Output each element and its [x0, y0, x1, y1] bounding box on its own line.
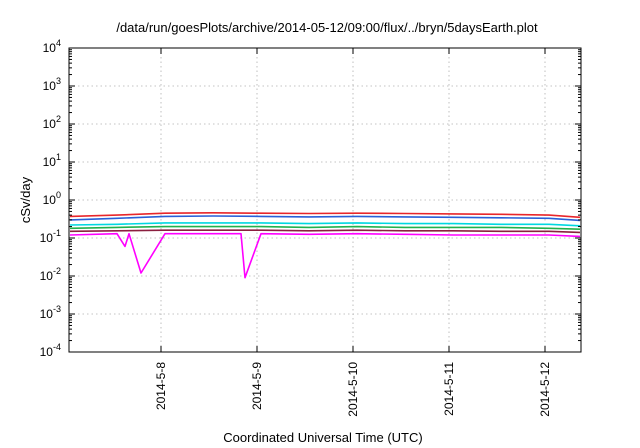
y-axis-label: cSv/day — [18, 176, 33, 223]
x-tick-label: 2014-5-11 — [442, 362, 456, 416]
series-line-6 — [69, 232, 581, 279]
y-tick-label: 104 — [43, 38, 61, 55]
series-line-4 — [69, 225, 581, 230]
y-axis: 10-4 10-3 10-2 10-1 100 101 102 103 104 — [40, 38, 581, 359]
y-tick-label: 10-3 — [40, 304, 61, 321]
x-tick-label: 2014-5-9 — [250, 362, 264, 410]
y-tick-label: 10-1 — [40, 228, 61, 245]
x-tick-label: 2014-5-12 — [538, 362, 552, 417]
x-tick-label: 2014-5-8 — [154, 362, 168, 410]
y-tick-label: 100 — [43, 190, 61, 207]
grid — [69, 48, 581, 352]
y-tick-label: 103 — [43, 76, 61, 93]
series-line-5 — [69, 229, 581, 234]
x-tick-label: 2014-5-10 — [346, 362, 360, 417]
series-line-3 — [69, 222, 581, 227]
series-line-2 — [69, 215, 581, 222]
chart-title: /data/run/goesPlots/archive/2014-05-12/0… — [116, 20, 538, 35]
y-tick-label: 10-4 — [40, 342, 61, 359]
series-group — [69, 212, 581, 279]
series-line-1 — [69, 212, 581, 219]
y-tick-label: 102 — [43, 114, 61, 131]
x-axis-label: Coordinated Universal Time (UTC) — [223, 430, 422, 445]
y-tick-label: 10-2 — [40, 266, 61, 283]
y-tick-label: 101 — [43, 152, 61, 169]
x-axis: 2014-5-8 2014-5-9 2014-5-10 2014-5-11 2014-5… — [154, 48, 552, 417]
